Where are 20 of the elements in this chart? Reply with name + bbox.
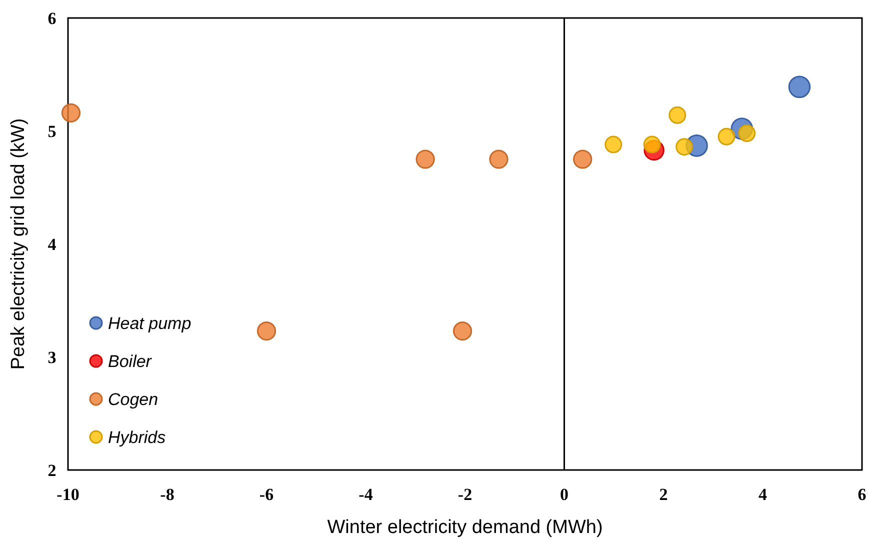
legend-label: Cogen	[108, 390, 158, 409]
y-axis-title: Peak electricity grid load (kW)	[8, 118, 29, 370]
x-tick-label: 0	[560, 485, 568, 504]
x-tick-label: 6	[858, 485, 866, 504]
y-tick-label: 5	[48, 122, 56, 141]
x-axis-title: Winter electricity demand (MWh)	[327, 517, 603, 538]
x-tick-label: 4	[758, 485, 768, 504]
x-tick-label: -10	[56, 485, 80, 504]
x-tick-label: -2	[458, 485, 472, 504]
legend-label: Heat pump	[108, 314, 192, 333]
x-tick-label: -6	[259, 485, 274, 504]
y-tick-label: 4	[48, 235, 57, 254]
y-tick-label: 2	[48, 461, 56, 480]
x-tick-label: 2	[659, 485, 668, 504]
legend-label: Hybrids	[108, 428, 166, 447]
x-tick-label: -8	[160, 485, 174, 504]
x-tick-label: -4	[358, 485, 374, 504]
y-tick-label: 3	[48, 348, 56, 367]
y-tick-label: 6	[48, 9, 56, 28]
legend-label: Boiler	[108, 352, 153, 371]
